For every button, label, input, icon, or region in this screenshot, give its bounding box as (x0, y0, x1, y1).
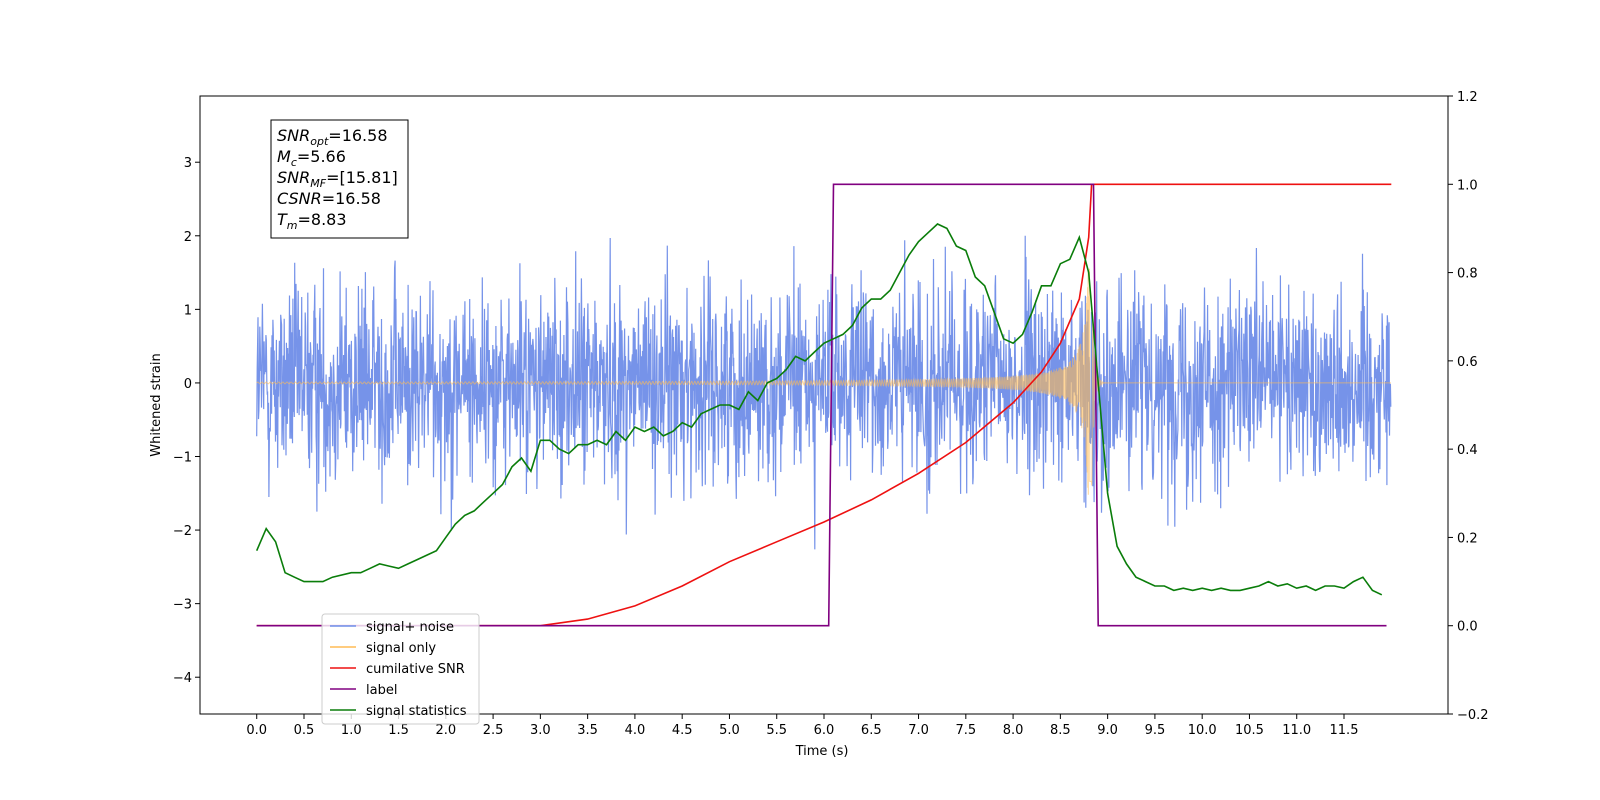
y2-tick-label: −0.2 (1457, 708, 1489, 723)
y2-tick-label: 0.4 (1457, 443, 1478, 458)
y-tick-label: −3 (173, 598, 192, 613)
y2-tick-label: 0.6 (1457, 355, 1478, 370)
y-tick-label: −4 (173, 671, 192, 686)
x-tick-label: 2.0 (435, 723, 456, 738)
x-tick-label: 7.0 (908, 723, 929, 738)
legend-entry: signal only (366, 641, 436, 656)
x-tick-label: 1.0 (341, 723, 362, 738)
series-signal-only (256, 268, 1391, 495)
x-tick-label: 1.5 (388, 723, 409, 738)
stats-line: Mc=5.66 (277, 147, 346, 169)
y-tick-label: 0 (184, 377, 192, 392)
x-axis-label: Time (s) (795, 744, 849, 759)
x-tick-label: 4.5 (672, 723, 693, 738)
y2-tick-label: 0.8 (1457, 267, 1478, 282)
x-tick-label: 2.5 (483, 723, 504, 738)
x-tick-label: 10.5 (1235, 723, 1264, 738)
x-tick-label: 9.0 (1097, 723, 1118, 738)
x-tick-label: 5.5 (766, 723, 787, 738)
series-signal-noise (256, 235, 1392, 550)
y2-tick-label: 1.0 (1457, 178, 1478, 193)
legend-entry: signal+ noise (366, 620, 454, 635)
axis-ticks: 0.0 0.5 1.0 1.5 2.0 2.5 3.0 3.5 4.0 4.5 5.0 5.5 6.0 6… (173, 90, 1489, 738)
legend-frame (321, 613, 480, 725)
x-tick-label: 11.0 (1282, 723, 1311, 738)
series-signal-statistics (255, 223, 1383, 596)
y-tick-label: −2 (173, 524, 192, 539)
x-tick-label: 3.0 (530, 723, 551, 738)
y-tick-label: 2 (184, 230, 192, 245)
x-tick-label: 7.5 (955, 723, 976, 738)
stats-box: SNRopt=16.58Mc=5.66SNRMF=[15.81]CSNR=16.… (270, 119, 409, 239)
stats-line: SNRMF=[15.81] (277, 168, 398, 190)
stats-line: SNRopt=16.58 (277, 126, 388, 148)
x-tick-label: 8.0 (1003, 723, 1024, 738)
x-tick-label: 5.0 (719, 723, 740, 738)
series-label (256, 183, 1387, 627)
stats-box-frame (270, 119, 409, 239)
legend-entry: signal statistics (366, 704, 467, 719)
x-tick-label: 4.0 (625, 723, 646, 738)
x-tick-label: 8.5 (1050, 723, 1071, 738)
x-tick-label: 9.5 (1145, 723, 1166, 738)
legend: signal+ noise signal only cumilative SNR la… (321, 613, 480, 725)
x-tick-label: 6.5 (861, 723, 882, 738)
y-tick-label: 1 (184, 303, 192, 318)
y2-tick-label: 1.2 (1457, 90, 1478, 105)
x-tick-label: 6.0 (814, 723, 835, 738)
y2-tick-label: 0.2 (1457, 531, 1478, 546)
y-axis-label: Whitened strain (149, 353, 164, 456)
stats-line: CSNR=16.58 (277, 189, 381, 208)
y-tick-label: −1 (173, 451, 192, 466)
x-tick-label: 11.5 (1330, 723, 1359, 738)
y2-tick-label: 0.0 (1457, 620, 1478, 635)
x-tick-label: 3.5 (577, 723, 598, 738)
y-tick-label: 3 (184, 156, 192, 171)
stats-line: Tm=8.83 (277, 210, 347, 232)
x-tick-label: 0.0 (246, 723, 267, 738)
x-tick-label: 0.5 (294, 723, 315, 738)
series-cumilative-snr (256, 183, 1392, 627)
plot-area (255, 183, 1392, 627)
x-tick-label: 10.0 (1188, 723, 1217, 738)
legend-entry: cumilative SNR (366, 662, 465, 677)
legend-entry: label (366, 683, 397, 698)
